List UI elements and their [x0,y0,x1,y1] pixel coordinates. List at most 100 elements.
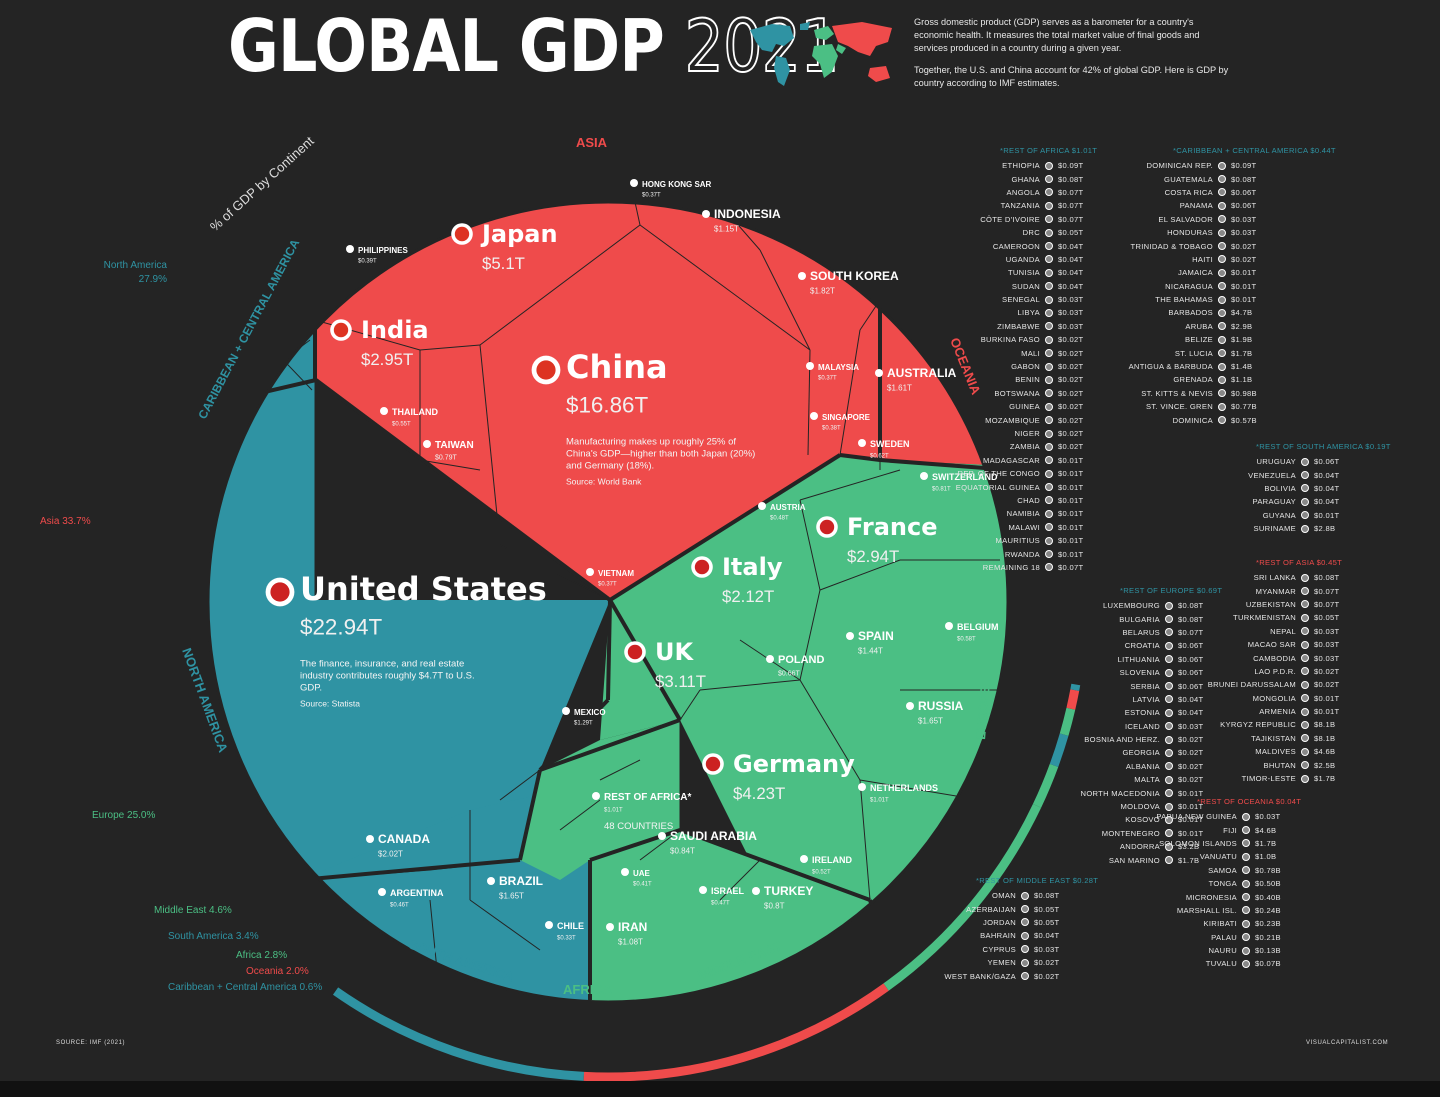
list-item-name: MALI [1021,348,1040,358]
country-name: TAIWAN [435,440,474,451]
list-item: SURINAME $2.8B [1180,522,1391,535]
list-item-value: $0.02T [1058,415,1084,425]
country-cell-switzerland: SWITZERLAND $0.81T [920,472,998,493]
country-name: SOUTH KOREA [810,269,899,283]
country-value: $1.44T [858,646,883,655]
list-item-value: $0.04T [1314,470,1340,480]
list-item-value: $0.01T [1314,693,1340,703]
list-asia: *REST OF ASIA $0.45T SRI LANKA $0.08T MYANM… [1180,558,1342,785]
country-cell-thailand: THAILAND $0.55T [380,407,438,428]
country-name: PHILIPPINES [358,246,408,255]
flag-icon [1301,720,1309,729]
country-cell-spain: SPAIN $1.44T [846,629,894,655]
country-cell-rest-of-africa-: REST OF AFRICA* $1.01T 48 COUNTRIES [592,792,692,832]
flag-icon [1242,893,1250,902]
country-name: ARGENTINA [390,888,444,898]
cell-edge [799,499,821,591]
list-item-name: NAMIBIA [1006,509,1040,519]
list-item-value: $0.13B [1255,946,1281,956]
country-name: SWEDEN [870,439,910,449]
list-item-value: $0.02T [1034,958,1060,968]
country-cell-poland: POLAND $0.66T [766,654,825,677]
list-item: KIRIBATI $0.23B [1130,917,1301,930]
list-item: RWANDA $0.01T [920,547,1097,560]
list-item-value: $0.02T [1314,680,1340,690]
list-item: SOLOMON ISLANDS $1.7B [1130,837,1301,850]
country-value: $5.1T [482,254,525,273]
cell-edge [639,829,681,861]
continent-share-label: South America 3.4% [168,931,259,942]
list-item: NORTH MACEDONIA $0.01T [1030,786,1222,799]
flag-icon [1045,322,1053,331]
country-cell-argentina: ARGENTINA $0.46T [378,888,444,909]
list-item-name: DOMINICA [1172,415,1213,425]
list-item-value: $0.01T [1231,268,1257,278]
list-item: ZIMBABWE $0.03T [920,320,1097,333]
list-item-value: $0.04T [1178,708,1204,718]
flag-icon [1021,918,1029,927]
continent-share-arc [1066,689,1080,710]
country-value: $16.86T [566,392,648,417]
list-item: BRUNEI DARUSSALAM $0.02T [1180,678,1342,691]
list-item: BOSNIA AND HERZ. $0.02T [1030,733,1222,746]
country-name: IRAN [618,920,647,934]
list-item: CÔTE D'IVOIRE $0.07T [920,213,1097,226]
list-item-value: $0.01T [1058,522,1084,532]
country-name: POLAND [778,654,825,666]
list-item-name: KOSOVO [1125,815,1160,825]
list-item: PAPUA NEW GUINEA $0.03T [1130,810,1301,823]
list-item: EL SALVADOR $0.03T [1110,213,1336,226]
country-note: China's GDP—higher than both Japan (20%) [566,448,755,459]
list-item-value: $2.9B [1231,321,1253,331]
list-item-value: $0.03T [1058,321,1084,331]
list-item-value: $0.01T [1231,295,1257,305]
list-item: NAMIBIA $0.01T [920,507,1097,520]
country-cell-ireland: IRELAND $0.52T [800,855,852,876]
list-item: GUINEA $0.02T [920,400,1097,413]
list-item: OMAN $0.08T [880,889,1098,902]
continent-share-label: Caribbean + Central America 0.6% [168,982,322,993]
list-item-name: RWANDA [1004,549,1040,559]
list-item-value: $0.01T [1178,828,1204,838]
list-item-value: $0.08T [1058,174,1084,184]
list-item-value: $0.08T [1178,614,1204,624]
flag-icon [810,412,818,420]
list-item-name: GHANA [1011,174,1040,184]
flag-icon [1045,295,1053,304]
list-item-value: $0.01T [1058,482,1084,492]
list-south-america: *REST OF SOUTH AMERICA $0.19T URUGUAY $0.0… [1180,442,1391,535]
flag-icon [346,245,354,253]
country-value: $0.8T [764,901,785,910]
country-value: $0.81T [932,487,951,493]
country-value: $0.37T [642,193,661,199]
country-value: $0.46T [390,903,409,909]
list-header: *CARIBBEAN + CENTRAL AMERICA $0.44T [1173,146,1336,155]
list-item: COSTA RICA $0.06T [1110,186,1336,199]
list-item: GEORGIA $0.02T [1030,746,1222,759]
list-item: ESTONIA $0.04T [1030,706,1222,719]
list-item: AZERBAIJAN $0.05T [880,902,1098,915]
cell-edge [799,679,861,781]
list-item-name: MADAGASCAR [982,455,1040,465]
flag-icon [1045,268,1053,277]
list-item-name: EL SALVADOR [1158,214,1213,224]
list-item: GUATEMALA $0.08T [1110,172,1336,185]
list-item: PANAMA $0.06T [1110,199,1336,212]
list-item: LIBYA $0.03T [920,306,1097,319]
list-item-value: $1.9B [1231,335,1253,345]
south-america-region [300,790,590,1002]
list-item-value: $0.03T [1058,295,1084,305]
list-item-name: DRC [1022,228,1040,238]
cell-edge [627,202,641,226]
list-item-name: GRENADA [1173,375,1213,385]
list-item-name: PALAU [1211,932,1237,942]
list-item-name: BOLIVIA [1264,483,1296,493]
region-label-asia: ASIA [576,135,608,150]
list-item-value: $1.4B [1231,362,1253,372]
list-item-name: TUNISIA [1007,268,1040,278]
flag-icon [380,407,388,415]
country-cell-saudi-arabia: SAUDI ARABIA $0.84T [658,829,757,855]
list-item-name: TRINIDAD & TOBAGO [1130,241,1213,251]
list-item: BELIZE $1.9B [1110,333,1336,346]
continent-border [539,718,681,772]
